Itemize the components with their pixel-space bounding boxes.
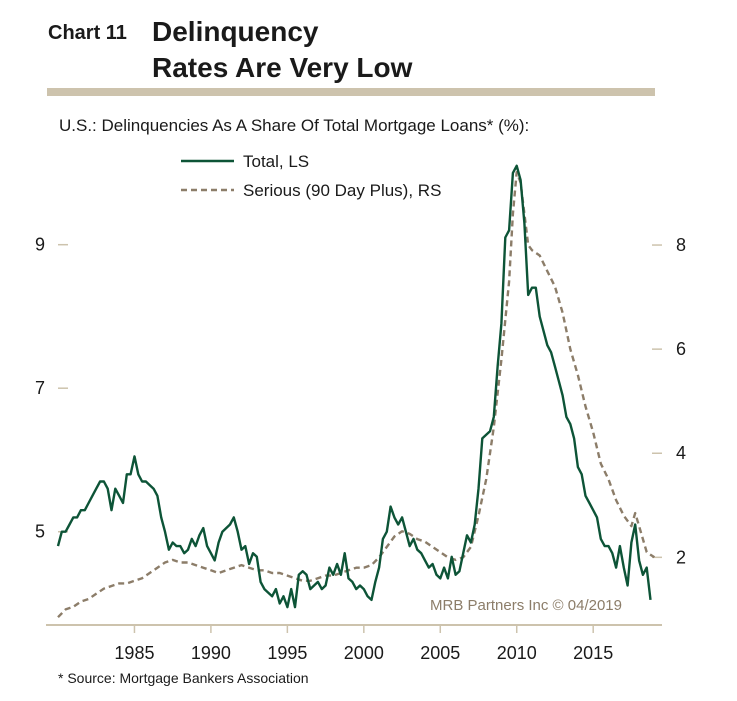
x-tick-label: 1985: [114, 643, 154, 663]
chart-title-line2: Rates Are Very Low: [152, 52, 413, 83]
chart-number: Chart 11: [48, 22, 127, 44]
x-tick-label: 1990: [191, 643, 231, 663]
legend-label-serious: Serious (90 Day Plus), RS: [243, 181, 441, 200]
x-tick-label: 2005: [420, 643, 460, 663]
x-tick-label: 2000: [344, 643, 384, 663]
x-tick-label: 2015: [573, 643, 613, 663]
left-y-tick-label: 9: [35, 235, 45, 255]
chart-title: Delinquency Rates Are Very Low: [152, 14, 572, 86]
source-footnote: * Source: Mortgage Bankers Association: [58, 670, 309, 686]
chart-subtitle: U.S.: Delinquencies As A Share Of Total …: [59, 116, 530, 135]
x-tick-label: 1995: [267, 643, 307, 663]
series-layer: [56, 164, 656, 619]
right-y-tick-label: 8: [676, 235, 686, 255]
chart-axes: 1985 1990 1995 2000 2005 2010 2015 5 7 9 2 4 6 8: [35, 235, 686, 663]
chart-legend: Total, LS Serious (90 Day Plus), RS: [181, 152, 441, 200]
chart-header: Chart 11 Delinquency Rates Are Very Low: [48, 14, 658, 83]
chart-title-line1: Delinquency: [152, 16, 319, 47]
watermark: MRB Partners Inc © 04/2019: [430, 597, 622, 614]
legend-label-total: Total, LS: [243, 152, 309, 171]
right-y-tick-label: 4: [676, 443, 686, 463]
x-tick-label: 2010: [497, 643, 537, 663]
left-y-tick-label: 7: [35, 378, 45, 398]
series-line-total: [56, 164, 652, 609]
right-y-tick-label: 6: [676, 339, 686, 359]
right-y-tick-label: 2: [676, 547, 686, 567]
left-y-tick-label: 5: [35, 522, 45, 542]
title-rule: [47, 88, 655, 96]
series-line-serious: [57, 171, 656, 619]
